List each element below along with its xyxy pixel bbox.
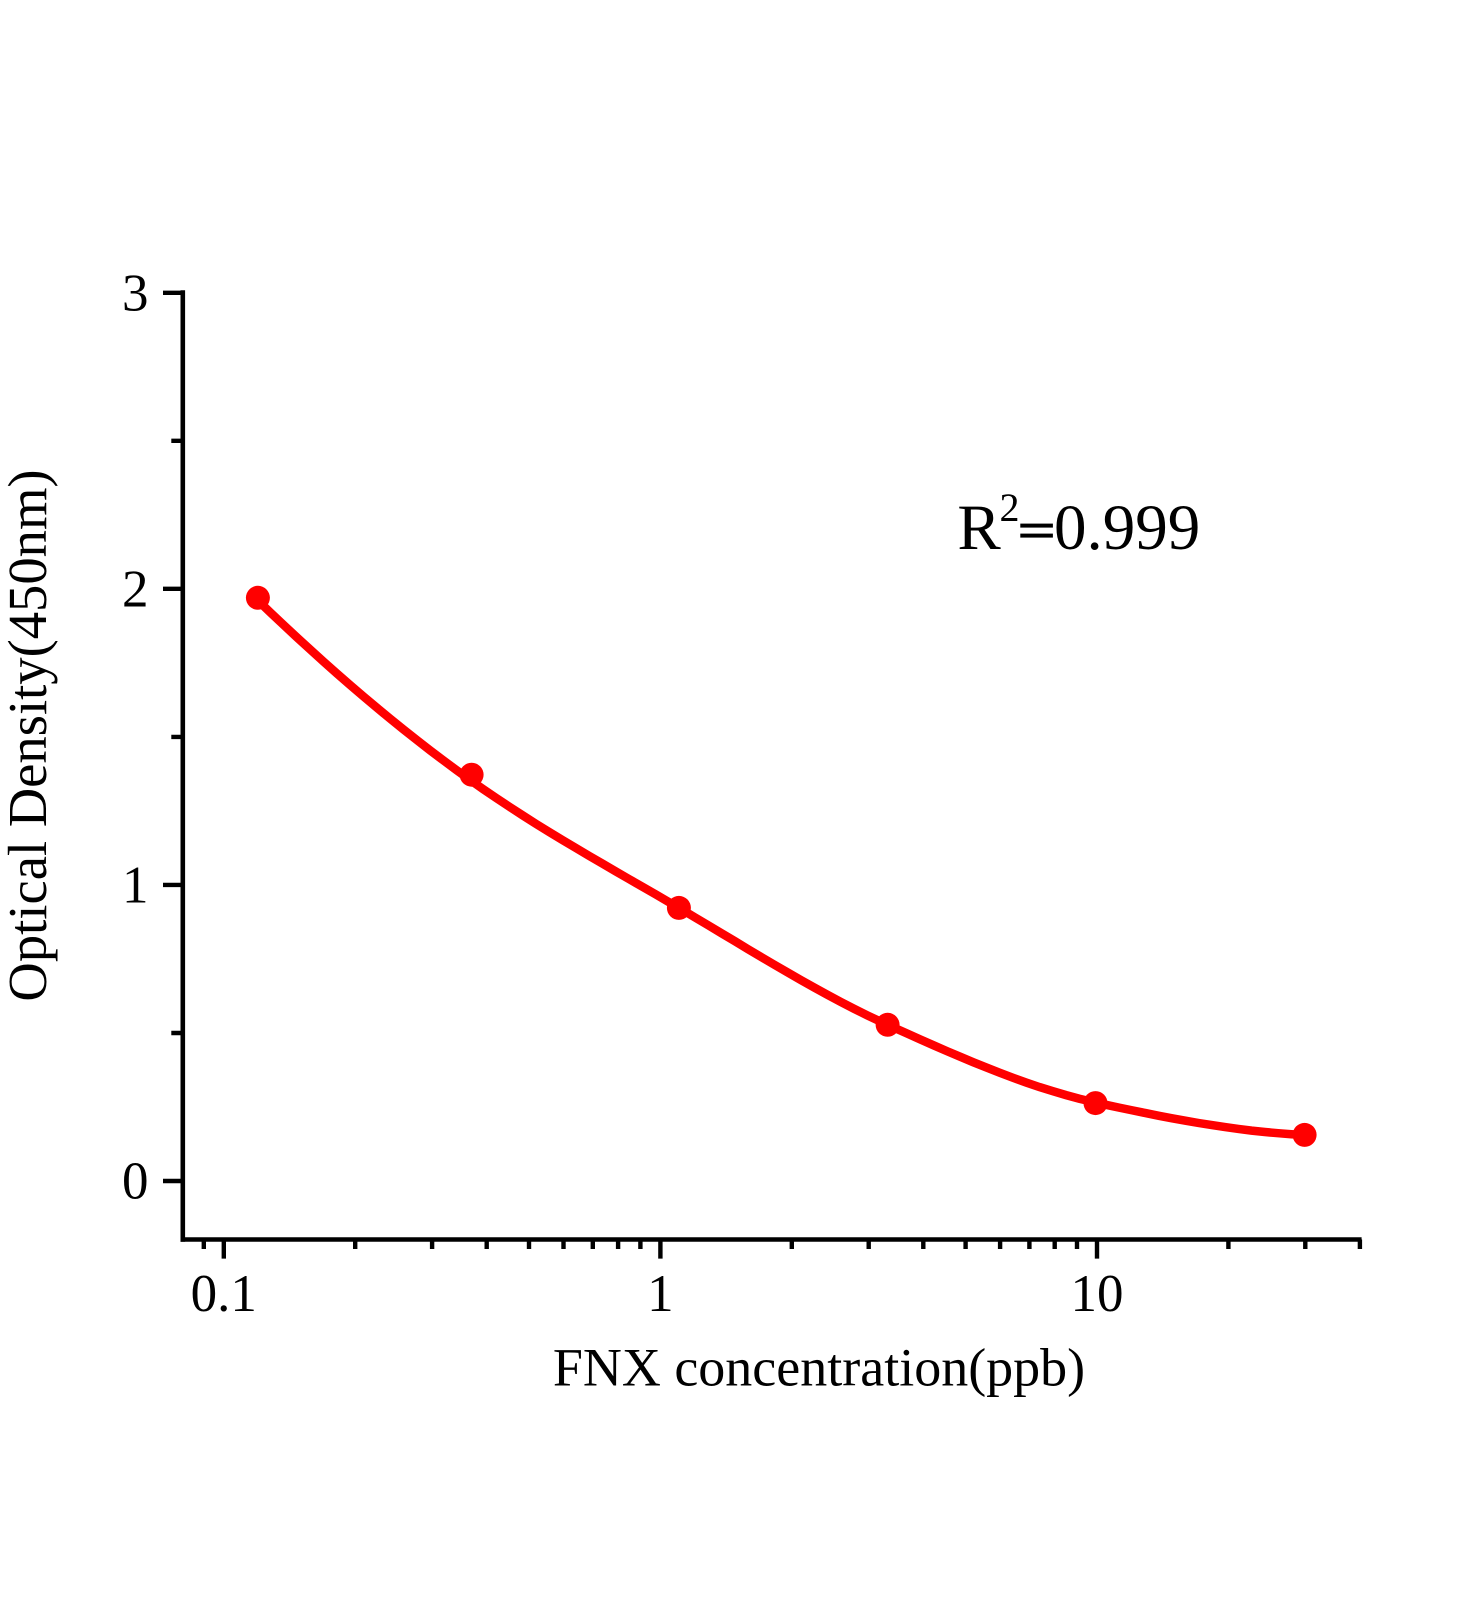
svg-text:1: 1 [122,856,149,914]
svg-text:0.999: 0.999 [1054,492,1200,564]
svg-text:10: 10 [1071,1265,1124,1323]
svg-text:2: 2 [1000,485,1020,530]
svg-text:FNX concentration(ppb): FNX concentration(ppb) [553,1338,1085,1398]
svg-text:2: 2 [122,560,149,618]
svg-text:Optical Density(450nm): Optical Density(450nm) [0,469,58,1001]
svg-text:0: 0 [122,1153,149,1211]
svg-text:0.1: 0.1 [191,1265,257,1323]
svg-text:R: R [957,492,1001,564]
svg-text:3: 3 [122,264,149,322]
svg-text:1: 1 [647,1265,674,1323]
